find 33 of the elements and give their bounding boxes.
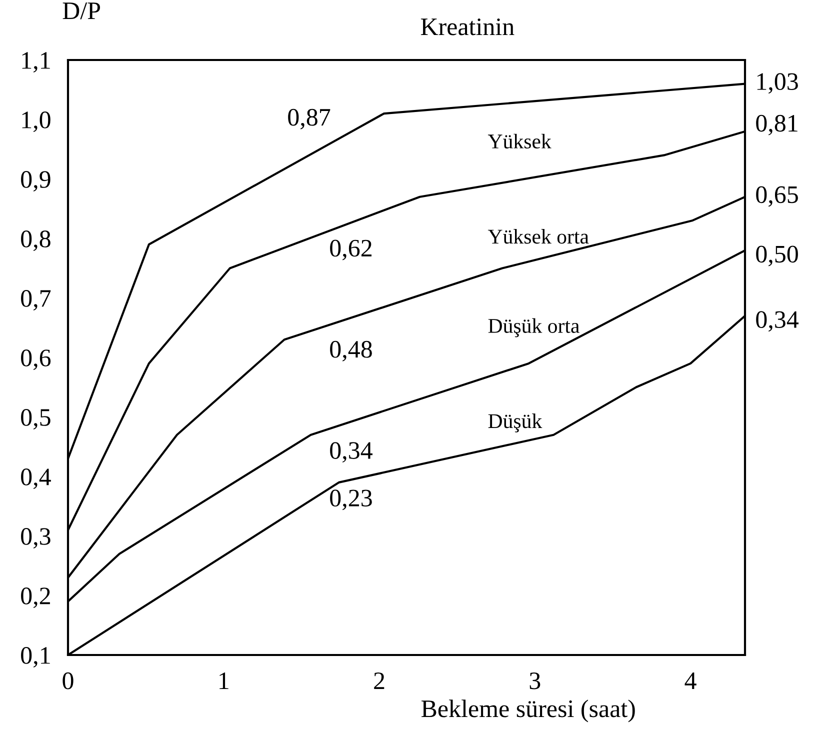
annotation: 0,48 xyxy=(330,340,372,362)
y-tick-label: 0,2 xyxy=(21,588,50,608)
annotation: Yüksek orta xyxy=(488,229,589,244)
x-tick-label: 0 xyxy=(62,672,74,690)
y-tick-label: 1,1 xyxy=(22,52,50,73)
y-tick-label: 0,7 xyxy=(21,290,51,311)
chart-title: Kreatinin xyxy=(420,18,514,36)
y-tick-label: 0,3 xyxy=(21,528,50,549)
x-tick-label: 2 xyxy=(374,672,384,690)
y-tick-label: 0,8 xyxy=(21,230,50,252)
y-tick-label: 0,6 xyxy=(21,350,51,370)
y-axis-title: D/P xyxy=(62,2,100,20)
annotation: 0,62 xyxy=(330,240,372,260)
x-tick-label: 4 xyxy=(684,672,696,690)
y-tick-label: 1,0 xyxy=(22,112,50,132)
text: 0,50 xyxy=(756,246,798,266)
annotation: Düşük orta xyxy=(488,318,580,338)
y-tick-label: 0,4 xyxy=(21,468,51,490)
text: 0,65 xyxy=(756,186,798,207)
annotation: Yüksek xyxy=(488,134,552,149)
annotation: 0,34 xyxy=(330,442,372,463)
x-tick-label: 3 xyxy=(530,672,540,690)
y-tick-label: 0,5 xyxy=(21,409,50,430)
text: 0,34 xyxy=(756,311,799,332)
annotation: 0,23 xyxy=(330,490,372,510)
x-tick-label: 1 xyxy=(220,672,228,690)
y-tick-label: 0,9 xyxy=(21,171,50,192)
annotation: 0,87 xyxy=(288,108,330,130)
y-tick-label: 0,1 xyxy=(21,647,50,668)
text: 0,81 xyxy=(756,114,798,136)
annotation: Düşük xyxy=(488,414,542,432)
x-axis-title: Bekleme süresi (saat) xyxy=(421,700,635,722)
text: 1,03 xyxy=(757,73,798,94)
